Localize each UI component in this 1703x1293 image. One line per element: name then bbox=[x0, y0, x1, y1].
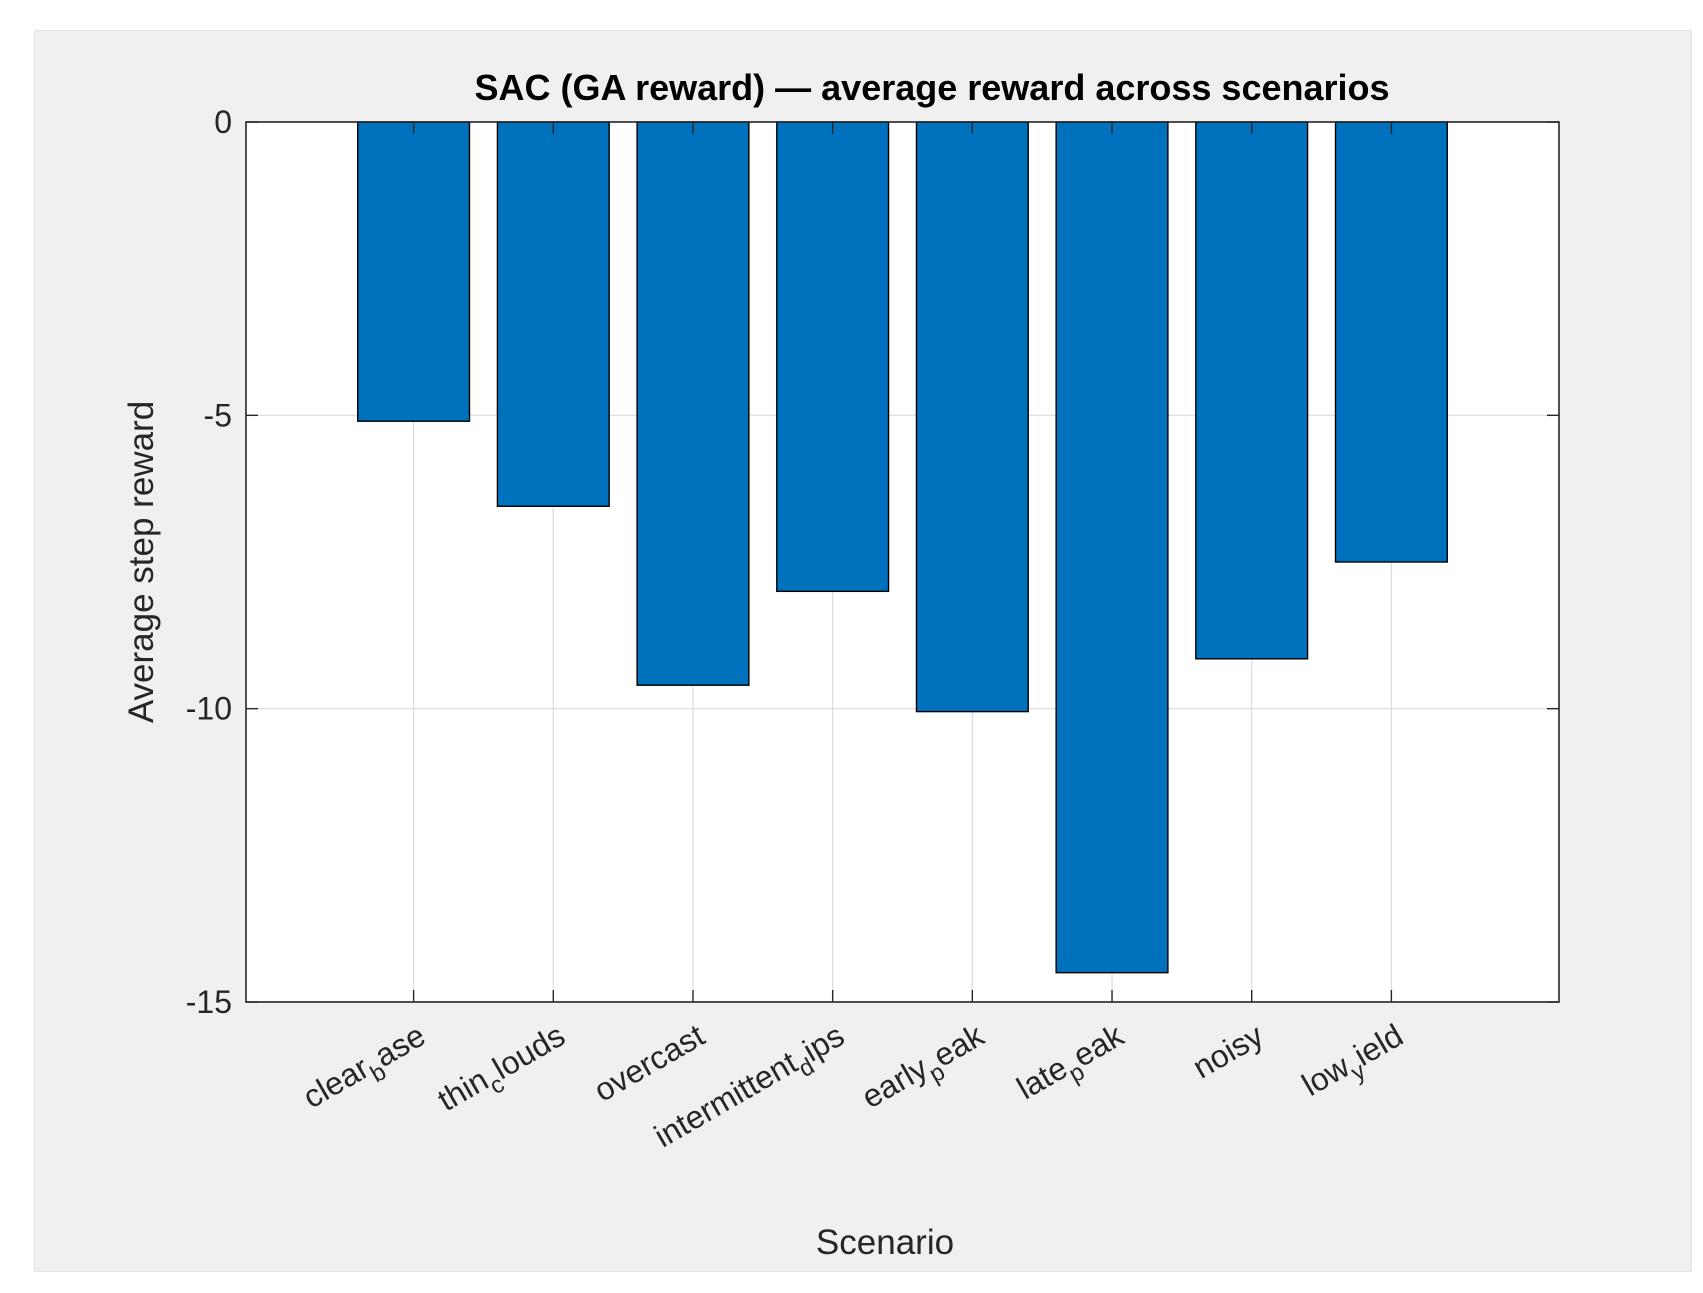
bars bbox=[357, 121, 1448, 974]
bar-low bbox=[1334, 121, 1448, 563]
x-tick-label: latepeak bbox=[1011, 1016, 1135, 1114]
y-axis-title: Average step reward bbox=[122, 401, 161, 723]
x-tick-label: overcast bbox=[588, 1017, 711, 1109]
x-tick-label: noisy bbox=[1187, 1017, 1270, 1086]
y-tick-label: -15 bbox=[186, 984, 232, 1020]
bar-clear bbox=[357, 121, 471, 422]
bar-early bbox=[915, 121, 1029, 713]
ticks bbox=[246, 121, 1559, 1003]
bar-overcast bbox=[636, 121, 750, 686]
y-tick-label: 0 bbox=[214, 104, 232, 140]
chart-title: SAC (GA reward) — average reward across … bbox=[474, 67, 1389, 108]
x-tick-label: thinclouds bbox=[431, 1017, 575, 1126]
bar-late bbox=[1055, 121, 1169, 974]
y-tick-label: -5 bbox=[204, 397, 232, 433]
x-axis-title: Scenario bbox=[816, 1223, 954, 1262]
bar-intermittent bbox=[776, 121, 890, 593]
bar-thin bbox=[496, 121, 610, 507]
x-tick-label: clearbase bbox=[297, 1017, 436, 1123]
figure-window: 0 -5 -10 -15 clearbase thinclouds overcast int… bbox=[34, 30, 1692, 1272]
y-tick-label: -10 bbox=[186, 691, 232, 727]
y-tick-labels: 0 -5 -10 -15 bbox=[186, 104, 232, 1020]
bar-noisy bbox=[1195, 121, 1309, 660]
axes-box bbox=[245, 121, 1560, 1003]
x-tick-label: lowyield bbox=[1296, 1017, 1414, 1111]
x-tick-label: earlypeak bbox=[856, 1016, 996, 1123]
